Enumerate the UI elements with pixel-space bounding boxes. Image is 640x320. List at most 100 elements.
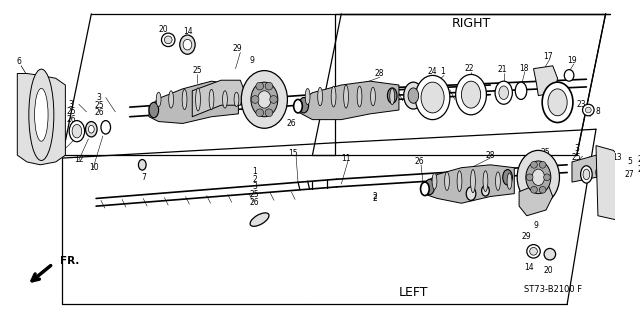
- Polygon shape: [519, 184, 553, 216]
- Text: RIGHT: RIGHT: [451, 17, 491, 30]
- Polygon shape: [149, 81, 239, 124]
- Ellipse shape: [408, 88, 419, 103]
- Text: 12: 12: [74, 156, 84, 164]
- Ellipse shape: [371, 87, 376, 106]
- Circle shape: [265, 109, 273, 116]
- Text: 21: 21: [497, 65, 506, 74]
- Ellipse shape: [169, 91, 173, 108]
- Ellipse shape: [223, 91, 227, 108]
- Ellipse shape: [258, 91, 271, 108]
- Polygon shape: [572, 155, 615, 182]
- Text: 28: 28: [486, 151, 495, 160]
- Ellipse shape: [432, 173, 437, 189]
- Text: 2: 2: [372, 192, 377, 201]
- Text: 20: 20: [543, 266, 553, 275]
- Ellipse shape: [425, 179, 435, 195]
- Text: 20: 20: [159, 25, 168, 34]
- Ellipse shape: [72, 124, 82, 138]
- Text: 26: 26: [94, 108, 104, 117]
- Text: 14: 14: [524, 263, 534, 272]
- Ellipse shape: [420, 182, 429, 196]
- Ellipse shape: [299, 98, 308, 113]
- Text: 18: 18: [519, 64, 529, 73]
- Ellipse shape: [344, 85, 348, 108]
- Ellipse shape: [461, 81, 481, 108]
- Ellipse shape: [421, 82, 444, 113]
- Polygon shape: [596, 146, 625, 220]
- Text: 29: 29: [522, 232, 532, 241]
- Ellipse shape: [580, 166, 592, 183]
- Text: 15: 15: [289, 149, 298, 158]
- Text: 19: 19: [567, 56, 577, 65]
- Text: 3: 3: [97, 93, 102, 102]
- Ellipse shape: [582, 104, 594, 116]
- Ellipse shape: [250, 213, 269, 226]
- Ellipse shape: [232, 90, 241, 105]
- Ellipse shape: [241, 71, 287, 128]
- Text: 22: 22: [465, 64, 474, 73]
- Ellipse shape: [183, 39, 192, 50]
- Text: 25: 25: [192, 66, 202, 75]
- Polygon shape: [534, 66, 557, 96]
- Polygon shape: [423, 165, 515, 203]
- Text: 3: 3: [574, 144, 579, 153]
- Circle shape: [265, 82, 273, 90]
- Ellipse shape: [544, 248, 556, 260]
- Text: 26: 26: [637, 165, 640, 174]
- Text: 2: 2: [372, 194, 377, 203]
- Ellipse shape: [234, 92, 239, 107]
- Circle shape: [526, 174, 533, 181]
- Text: 25: 25: [67, 108, 76, 116]
- Text: 5: 5: [627, 157, 632, 166]
- Text: 13: 13: [57, 144, 67, 153]
- Text: 1: 1: [440, 67, 445, 76]
- Ellipse shape: [515, 82, 527, 100]
- Circle shape: [531, 187, 538, 193]
- Text: 12: 12: [605, 156, 615, 164]
- Ellipse shape: [294, 100, 302, 113]
- Ellipse shape: [586, 107, 591, 113]
- Ellipse shape: [35, 88, 48, 141]
- Text: 25: 25: [250, 190, 260, 199]
- Text: 23: 23: [577, 100, 586, 109]
- Text: 6: 6: [17, 58, 22, 67]
- Text: FR.: FR.: [60, 256, 79, 266]
- Ellipse shape: [596, 165, 605, 180]
- Ellipse shape: [161, 33, 175, 47]
- Ellipse shape: [482, 186, 490, 196]
- Text: 26: 26: [250, 198, 260, 207]
- Ellipse shape: [149, 102, 159, 118]
- Ellipse shape: [88, 125, 94, 133]
- Ellipse shape: [180, 35, 195, 54]
- Text: 25: 25: [540, 148, 550, 157]
- Ellipse shape: [331, 86, 336, 107]
- Text: 14: 14: [184, 27, 193, 36]
- Circle shape: [269, 96, 277, 103]
- Text: 25: 25: [572, 153, 582, 162]
- Ellipse shape: [628, 168, 640, 187]
- Ellipse shape: [470, 170, 476, 193]
- Text: 7: 7: [490, 173, 495, 182]
- Text: LEFT: LEFT: [399, 286, 428, 299]
- Ellipse shape: [404, 82, 423, 109]
- Text: 25: 25: [94, 101, 104, 110]
- Ellipse shape: [548, 89, 567, 116]
- Ellipse shape: [138, 159, 146, 170]
- Ellipse shape: [86, 122, 97, 137]
- Text: 29: 29: [232, 44, 243, 53]
- Ellipse shape: [526, 161, 551, 194]
- Ellipse shape: [182, 89, 187, 109]
- Ellipse shape: [532, 169, 545, 186]
- Ellipse shape: [527, 244, 540, 258]
- Ellipse shape: [357, 86, 362, 107]
- Ellipse shape: [483, 171, 488, 192]
- Ellipse shape: [317, 87, 323, 106]
- Circle shape: [252, 96, 259, 103]
- Ellipse shape: [495, 172, 500, 190]
- Text: 26: 26: [572, 161, 582, 170]
- Ellipse shape: [542, 82, 573, 123]
- Ellipse shape: [457, 171, 462, 192]
- Circle shape: [540, 162, 546, 168]
- Text: 27: 27: [625, 170, 634, 179]
- Text: 16: 16: [447, 177, 456, 186]
